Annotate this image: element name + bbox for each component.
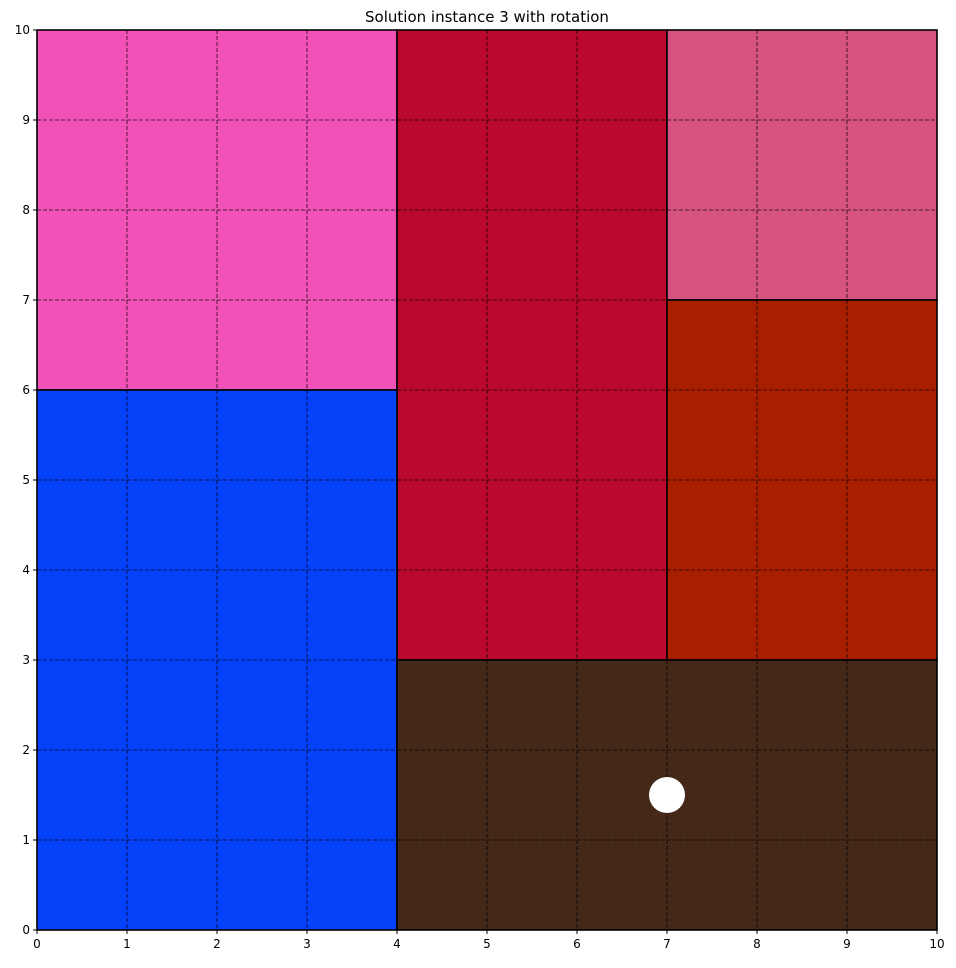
x-tick-label-0: 0: [33, 937, 41, 951]
markers-layer: [649, 777, 685, 813]
x-tick-label-2: 2: [213, 937, 221, 951]
x-tick-label-7: 7: [663, 937, 671, 951]
marker-1: [649, 777, 685, 813]
rectangle-3: [666, 29, 938, 301]
y-axis-ticks: 0 1 2 3 4 5 6 7 8 9 10: [15, 23, 37, 937]
y-tick-label-6: 6: [22, 383, 30, 397]
x-tick-label-6: 6: [573, 937, 581, 951]
x-tick-label-3: 3: [303, 937, 311, 951]
y-tick-label-0: 0: [22, 923, 30, 937]
y-tick-label-5: 5: [22, 473, 30, 487]
y-tick-label-9: 9: [22, 113, 30, 127]
y-tick-label-4: 4: [22, 563, 30, 577]
x-axis-ticks: 0 1 2 3 4 5 6 7 8 9 10: [33, 930, 945, 951]
x-tick-label-1: 1: [123, 937, 131, 951]
rectangle-2: [396, 29, 668, 661]
x-tick-label-4: 4: [393, 937, 401, 951]
x-tick-label-5: 5: [483, 937, 491, 951]
x-tick-label-8: 8: [753, 937, 761, 951]
y-tick-label-10: 10: [15, 23, 30, 37]
x-tick-label-10: 10: [929, 937, 944, 951]
y-tick-label-7: 7: [22, 293, 30, 307]
y-tick-label-3: 3: [22, 653, 30, 667]
chart-title: Solution instance 3 with rotation: [365, 8, 609, 26]
x-tick-label-9: 9: [843, 937, 851, 951]
y-tick-label-8: 8: [22, 203, 30, 217]
y-tick-label-2: 2: [22, 743, 30, 757]
y-tick-label-1: 1: [22, 833, 30, 847]
grid-layer: [37, 30, 937, 930]
